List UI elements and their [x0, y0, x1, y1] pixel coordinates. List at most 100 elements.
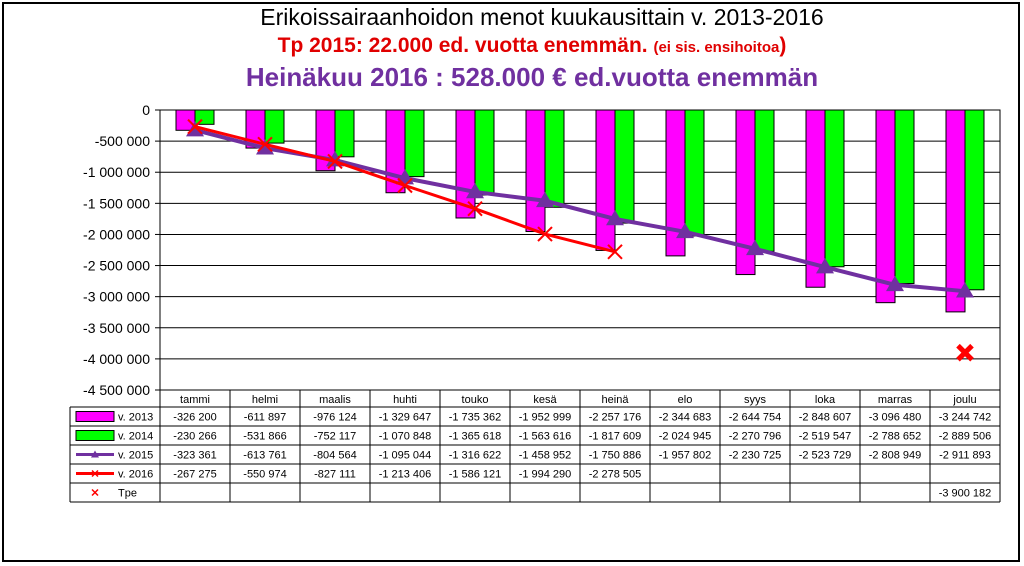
data-label: -1 365 618: [449, 431, 502, 443]
legend-key: [75, 411, 115, 422]
data-label: -1 735 362: [449, 412, 502, 424]
data-label: -1 095 044: [379, 450, 432, 462]
data-label: -1 563 616: [519, 431, 572, 443]
marker-2015: [956, 282, 974, 298]
bar-2013: [595, 109, 616, 251]
marker-2015: [256, 139, 274, 155]
x-category-label: maalis: [319, 394, 351, 406]
bar-2013: [875, 109, 896, 304]
y-tick-label: -3 000 000: [83, 289, 150, 305]
data-label: -2 523 729: [799, 450, 852, 462]
marker-2016-stroke: [257, 136, 273, 152]
x-category-label: tammi: [180, 394, 210, 406]
data-label: -2 270 796: [729, 431, 782, 443]
data-label: -326 200: [173, 412, 216, 424]
marker-2015: [816, 258, 834, 274]
bar-2014: [544, 109, 565, 208]
data-label: -2 344 683: [659, 412, 712, 424]
data-label: -3 096 480: [869, 412, 922, 424]
legend-key-marker: [91, 450, 99, 458]
bar-2014: [964, 109, 985, 291]
marker-2016: [327, 153, 343, 170]
bar-2014: [404, 109, 425, 178]
data-label: -611 897: [244, 412, 287, 424]
marker-2015: [886, 275, 904, 292]
subtitle-main: Tp 2015: 22.000 ed. vuotta enemmän.: [277, 34, 648, 57]
marker-2016: [537, 226, 553, 242]
data-label: -1 316 622: [449, 450, 502, 462]
y-tick-label: 0: [142, 102, 150, 118]
data-label: -3 244 742: [939, 412, 992, 424]
marker-2016: [187, 118, 203, 135]
data-label: -2 257 176: [589, 412, 642, 424]
marker-2016-stroke: [397, 177, 413, 194]
chart-subtitle-2016: Heinäkuu 2016 : 528.000 € ed.vuotta enem…: [245, 62, 819, 92]
y-tick-label: -4 000 000: [83, 351, 150, 367]
data-label: -827 111: [314, 469, 356, 481]
y-tick-label: -4 500 000: [83, 382, 150, 398]
bar-2014: [894, 109, 915, 285]
bar-2014: [824, 109, 845, 268]
marker-2016-stroke: [537, 226, 553, 242]
data-label: -531 866: [243, 431, 286, 443]
x-category-label: syys: [744, 394, 767, 406]
bar-2014: [264, 109, 285, 144]
data-label: -1 070 848: [379, 431, 432, 443]
data-label: -1 213 406: [379, 469, 432, 481]
legend-key-marker: [91, 469, 99, 478]
marker-2016: [397, 177, 413, 194]
data-label: -1 994 290: [519, 469, 572, 481]
bar-2014: [334, 109, 355, 158]
data-label: -1 750 886: [589, 450, 642, 462]
marker-2015: [536, 191, 554, 208]
bar-2013: [525, 109, 546, 233]
chart-subtitle-2015: Tp 2015: 22.000 ed. vuotta enemmän. (ei …: [40, 34, 1024, 58]
data-label: -1 329 647: [379, 412, 432, 424]
legend-label: v. 2015: [118, 450, 153, 462]
y-tick-label: -1 000 000: [83, 164, 150, 180]
marker-2015: [676, 222, 694, 239]
x-category-label: marras: [878, 394, 913, 406]
data-label: -1 952 999: [519, 412, 572, 424]
data-label: -752 117: [314, 431, 357, 443]
x-category-label: touko: [462, 394, 489, 406]
x-category-label: joulu: [952, 394, 976, 406]
data-label: -2 519 547: [799, 431, 852, 443]
marker-2016-stroke: [327, 153, 343, 170]
chart-title: Erikoissairaanhoidon menot kuukausittain…: [260, 4, 824, 30]
marker-2015: [186, 121, 204, 137]
data-label: -2 788 652: [869, 431, 922, 443]
data-label: -2 808 949: [869, 450, 922, 462]
y-tick-label: -2 000 000: [83, 226, 150, 242]
data-label: -613 761: [243, 450, 286, 462]
x-category-label: elo: [678, 394, 693, 406]
y-tick-label: -3 500 000: [83, 320, 150, 336]
bar-2014: [474, 109, 495, 196]
data-label: -1 817 609: [589, 431, 642, 443]
subtitle-note: (ei sis. ensihoitoa: [653, 39, 780, 56]
data-label: -1 458 952: [519, 450, 572, 462]
marker-2016-stroke: [607, 244, 623, 260]
x-category-label: helmi: [252, 394, 278, 406]
data-label: -976 124: [313, 412, 356, 424]
marker-2016: [467, 200, 483, 217]
x-category-label: loka: [815, 394, 836, 406]
data-label: -2 848 607: [799, 412, 852, 424]
legend-label: v. 2016: [118, 469, 153, 481]
data-label: -2 644 754: [729, 412, 782, 424]
plot-area: [159, 109, 1001, 391]
legend-key: [91, 488, 99, 497]
bar-2014: [754, 109, 775, 252]
marker-2016-stroke: [467, 200, 483, 217]
y-tick-label: -500 000: [95, 133, 150, 149]
data-label: -267 275: [173, 469, 216, 481]
marker-2015: [466, 182, 484, 199]
legend-label: v. 2014: [118, 431, 153, 443]
x-category-label: heinä: [602, 394, 630, 406]
data-label: -323 361: [173, 450, 216, 462]
marker-tpe-stroke: [956, 343, 974, 362]
data-label: -1 957 802: [659, 450, 712, 462]
marker-2016: [257, 136, 273, 152]
y-tick-label: -1 500 000: [83, 195, 150, 211]
